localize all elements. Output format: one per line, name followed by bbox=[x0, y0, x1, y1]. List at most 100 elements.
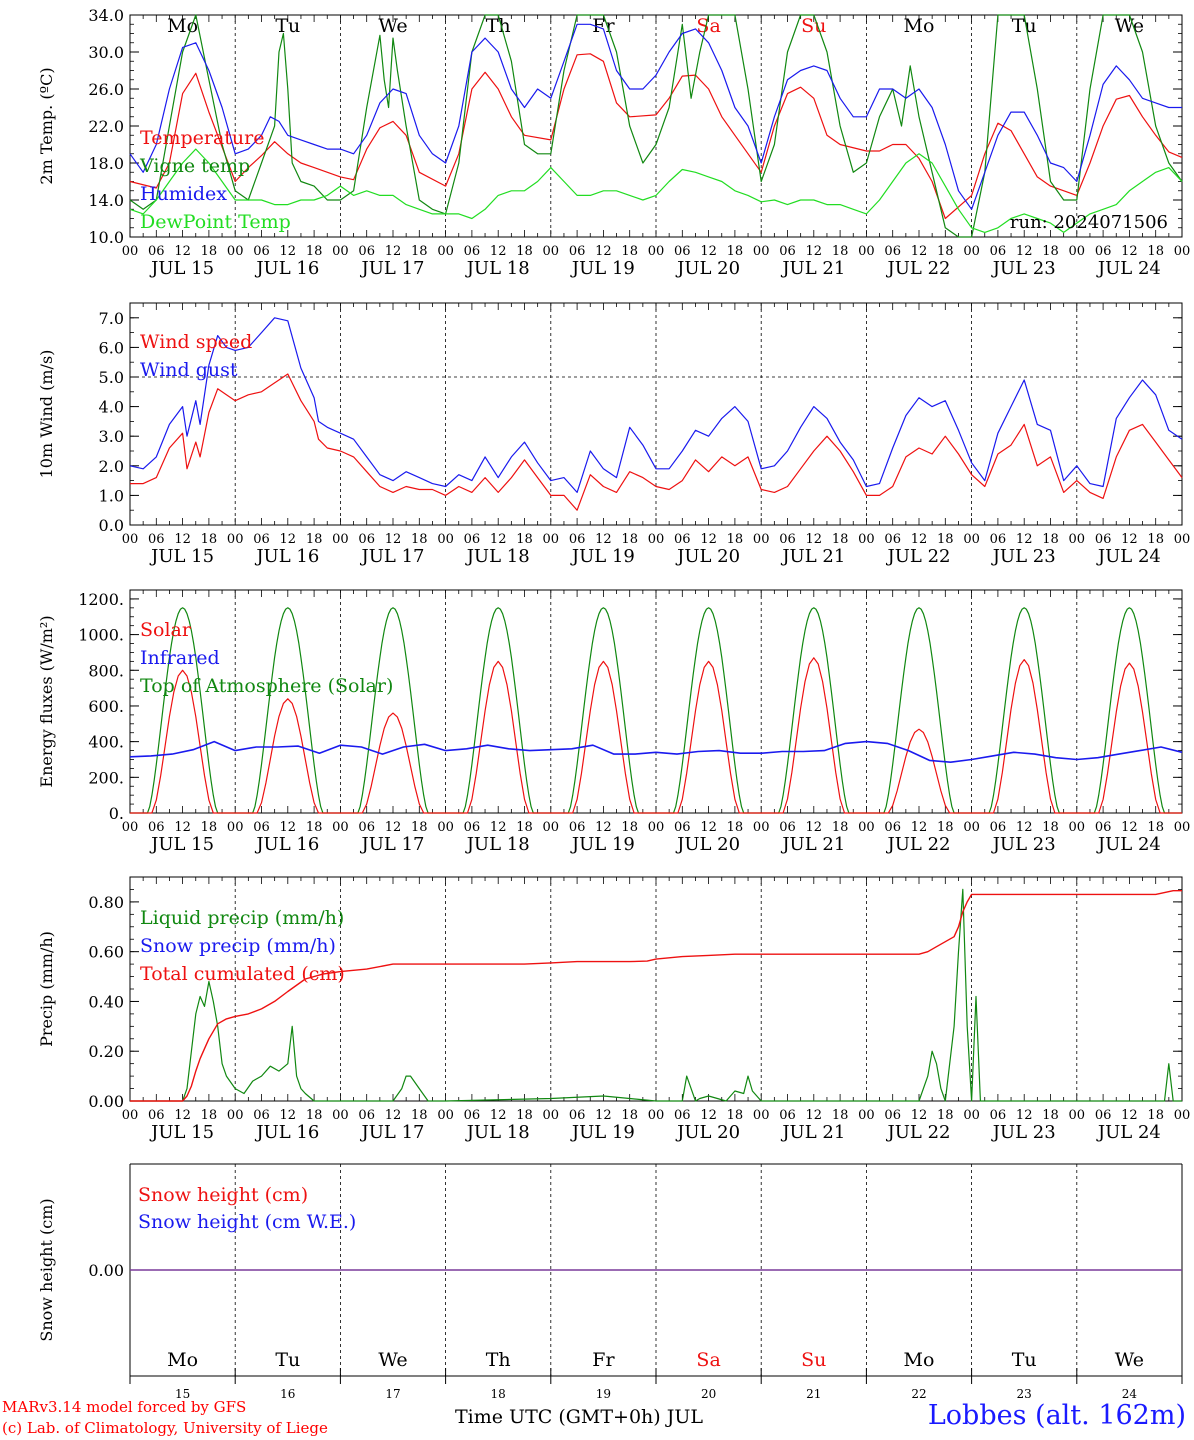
hour-tick-label: 00 bbox=[437, 244, 454, 259]
panel-3: Energy fluxes (W/m²) 0. 200. 400. 600. 800. 10… bbox=[37, 589, 1190, 855]
hour-tick-label: 18 bbox=[1042, 820, 1059, 835]
date-label: JUL 21 bbox=[780, 546, 845, 567]
day-number-label: 22 bbox=[911, 1387, 926, 1401]
hour-tick-label: 06 bbox=[884, 820, 901, 835]
weekday-label: Su bbox=[801, 15, 826, 37]
hour-tick-label: 00 bbox=[1069, 820, 1086, 835]
legend-entry: Vigne temp bbox=[139, 155, 250, 177]
hour-tick-label: 12 bbox=[174, 244, 191, 259]
hour-tick-label: 06 bbox=[990, 244, 1007, 259]
hour-tick-label: 06 bbox=[990, 820, 1007, 835]
hour-tick-label: 12 bbox=[700, 532, 717, 547]
y-tick-label: 6.0 bbox=[99, 338, 124, 357]
hour-tick-label: 18 bbox=[201, 820, 218, 835]
hour-tick-label: 00 bbox=[332, 1108, 349, 1123]
hour-tick-label: 12 bbox=[490, 820, 507, 835]
legend-entry: Top of Atmosphere (Solar) bbox=[140, 675, 393, 697]
legend-entry: Total cumulated (cm) bbox=[140, 963, 345, 985]
hour-tick-label: 18 bbox=[306, 244, 323, 259]
hour-tick-label: 12 bbox=[490, 1108, 507, 1123]
station-label: Lobbes (alt. 162m) bbox=[927, 1400, 1186, 1431]
series-wind-gust bbox=[129, 317, 1183, 493]
hour-tick-label: 00 bbox=[753, 820, 770, 835]
hour-tick-label: 00 bbox=[753, 1108, 770, 1123]
date-label: JUL 15 bbox=[149, 1122, 214, 1143]
hour-tick-label: 18 bbox=[516, 244, 533, 259]
legend-entry: DewPoint Temp bbox=[140, 211, 291, 233]
hour-tick-label: 00 bbox=[543, 244, 560, 259]
hour-tick-label: 18 bbox=[516, 532, 533, 547]
y-tick-label: 0. bbox=[109, 804, 124, 823]
hour-tick-label: 00 bbox=[963, 244, 980, 259]
weekday-label: Mo bbox=[904, 1349, 935, 1371]
hour-tick-label: 00 bbox=[1069, 1108, 1086, 1123]
hour-tick-label: 18 bbox=[727, 532, 744, 547]
hour-tick-label: 06 bbox=[358, 244, 375, 259]
date-label: JUL 15 bbox=[149, 546, 214, 567]
day-number-label: 17 bbox=[385, 1387, 400, 1401]
hour-tick-label: 06 bbox=[1095, 820, 1112, 835]
hour-tick-label: 12 bbox=[280, 244, 297, 259]
hour-tick-label: 18 bbox=[1147, 532, 1164, 547]
hour-tick-label: 18 bbox=[727, 820, 744, 835]
hour-tick-label: 12 bbox=[280, 1108, 297, 1123]
date-label: JUL 17 bbox=[360, 546, 425, 567]
y-axis-label: Energy fluxes (W/m²) bbox=[37, 615, 56, 787]
hour-tick-label: 12 bbox=[1121, 820, 1138, 835]
y-tick-label: 200. bbox=[88, 768, 124, 787]
legend-entry: Temperature bbox=[140, 127, 264, 149]
hour-tick-label: 12 bbox=[280, 532, 297, 547]
weekday-label: We bbox=[1115, 15, 1144, 37]
hour-tick-label: 00 bbox=[963, 1108, 980, 1123]
hour-tick-label: 18 bbox=[621, 820, 638, 835]
hour-tick-label: 12 bbox=[806, 244, 823, 259]
y-tick-label: 0.40 bbox=[88, 992, 124, 1011]
weekday-label: We bbox=[378, 15, 407, 37]
y-axis-label: 2m Temp. (ºC) bbox=[37, 67, 56, 184]
hour-tick-label: 06 bbox=[779, 820, 796, 835]
hour-tick-label: 12 bbox=[385, 1108, 402, 1123]
hour-tick-label: 12 bbox=[490, 244, 507, 259]
hour-tick-label: 18 bbox=[201, 244, 218, 259]
hour-tick-label: 06 bbox=[674, 1108, 691, 1123]
hour-tick-label: 00 bbox=[858, 1108, 875, 1123]
hour-tick-label: 00 bbox=[648, 532, 665, 547]
hour-tick-label: 12 bbox=[911, 820, 928, 835]
hour-tick-label: 06 bbox=[1095, 1108, 1112, 1123]
legend-entry: Liquid precip (mm/h) bbox=[140, 907, 344, 929]
hour-tick-label: 18 bbox=[1147, 1108, 1164, 1123]
hour-tick-label: 12 bbox=[700, 1108, 717, 1123]
hour-tick-label: 12 bbox=[174, 820, 191, 835]
hour-tick-label: 12 bbox=[911, 1108, 928, 1123]
hour-tick-label: 00 bbox=[122, 820, 139, 835]
series-dewpoint-temp bbox=[129, 148, 1183, 233]
hour-tick-label: 18 bbox=[832, 820, 849, 835]
date-label: JUL 16 bbox=[254, 834, 319, 855]
hour-tick-label: 12 bbox=[1016, 820, 1033, 835]
hour-tick-label: 00 bbox=[858, 820, 875, 835]
panel-5: Snow height (cm) 0.00 Snow height (cm) Snow… bbox=[37, 1163, 1183, 1401]
date-label: JUL 18 bbox=[465, 258, 530, 279]
hour-tick-label: 06 bbox=[253, 1108, 270, 1123]
weekday-label: Sa bbox=[696, 1349, 720, 1371]
day-number-label: 19 bbox=[596, 1387, 611, 1401]
panel-4: Precip (mm/h) 0.00 0.20 0.40 0.60 0.80 Liquid … bbox=[37, 876, 1190, 1143]
y-tick-label: 400. bbox=[88, 733, 124, 752]
date-label: JUL 24 bbox=[1096, 258, 1161, 279]
hour-tick-label: 00 bbox=[1174, 532, 1191, 547]
y-axis-label: Precip (mm/h) bbox=[37, 931, 56, 1047]
hour-tick-label: 18 bbox=[516, 1108, 533, 1123]
series-infrared bbox=[129, 740, 1183, 764]
date-label: JUL 24 bbox=[1096, 546, 1161, 567]
date-label: JUL 15 bbox=[149, 834, 214, 855]
weekday-label: Mo bbox=[167, 15, 198, 37]
y-tick-label: 0.0 bbox=[99, 516, 124, 535]
hour-tick-label: 18 bbox=[1042, 532, 1059, 547]
y-tick-label: 5.0 bbox=[99, 368, 124, 387]
hour-tick-label: 12 bbox=[806, 532, 823, 547]
y-tick-label: 1000. bbox=[78, 626, 124, 645]
hour-tick-label: 18 bbox=[832, 244, 849, 259]
date-label: JUL 21 bbox=[780, 258, 845, 279]
legend-entry: Humidex bbox=[140, 183, 227, 205]
hour-tick-label: 12 bbox=[1121, 532, 1138, 547]
